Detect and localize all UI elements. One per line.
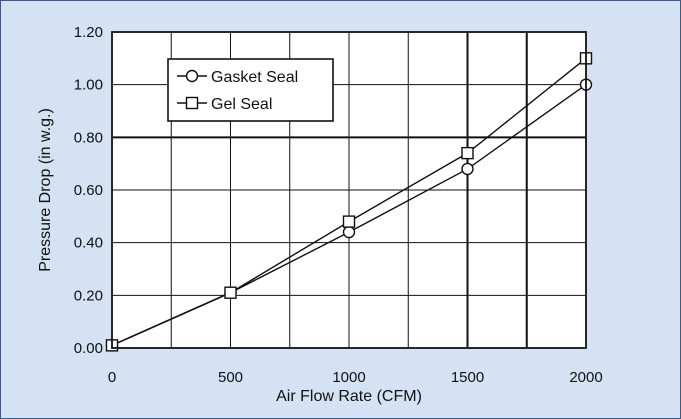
x-axis-ticks: 0 500 1000 1500 2000 (108, 369, 603, 386)
y-tick-label: 0.80 (74, 129, 103, 146)
x-tick-label: 2000 (569, 369, 602, 386)
y-tick-label: 1.20 (74, 24, 103, 41)
y-tick-label: 1.00 (74, 77, 103, 94)
legend-label: Gel Seal (211, 96, 272, 113)
x-axis-label: Air Flow Rate (CFM) (276, 388, 422, 405)
legend: Gasket Seal Gel Seal (167, 58, 334, 122)
y-tick-label: 0.60 (74, 182, 103, 199)
x-tick-label: 1500 (451, 369, 484, 386)
data-point-square (224, 286, 237, 299)
legend-label: Gasket Seal (211, 69, 298, 86)
legend-box (167, 58, 334, 122)
data-point-circle (342, 225, 356, 239)
y-tick-label: 0.20 (74, 287, 103, 304)
y-axis-ticks: 0.00 0.20 0.40 0.60 0.80 1.00 1.20 (74, 24, 103, 357)
y-tick-label: 0.40 (74, 235, 103, 252)
x-tick-label: 500 (218, 369, 243, 386)
data-point-square (461, 146, 474, 160)
plot-border (111, 31, 587, 349)
y-axis-label: Pressure Drop (in w.g.) (37, 108, 54, 272)
x-tick-label: 0 (108, 369, 116, 386)
data-point-square (342, 215, 356, 228)
x-tick-label: 1000 (332, 369, 365, 386)
data-point-circle (461, 162, 474, 176)
legend-marker-square (185, 96, 199, 110)
legend-marker-circle (185, 69, 199, 83)
grid-lines (112, 32, 586, 348)
y-tick-label: 0.00 (74, 340, 103, 357)
